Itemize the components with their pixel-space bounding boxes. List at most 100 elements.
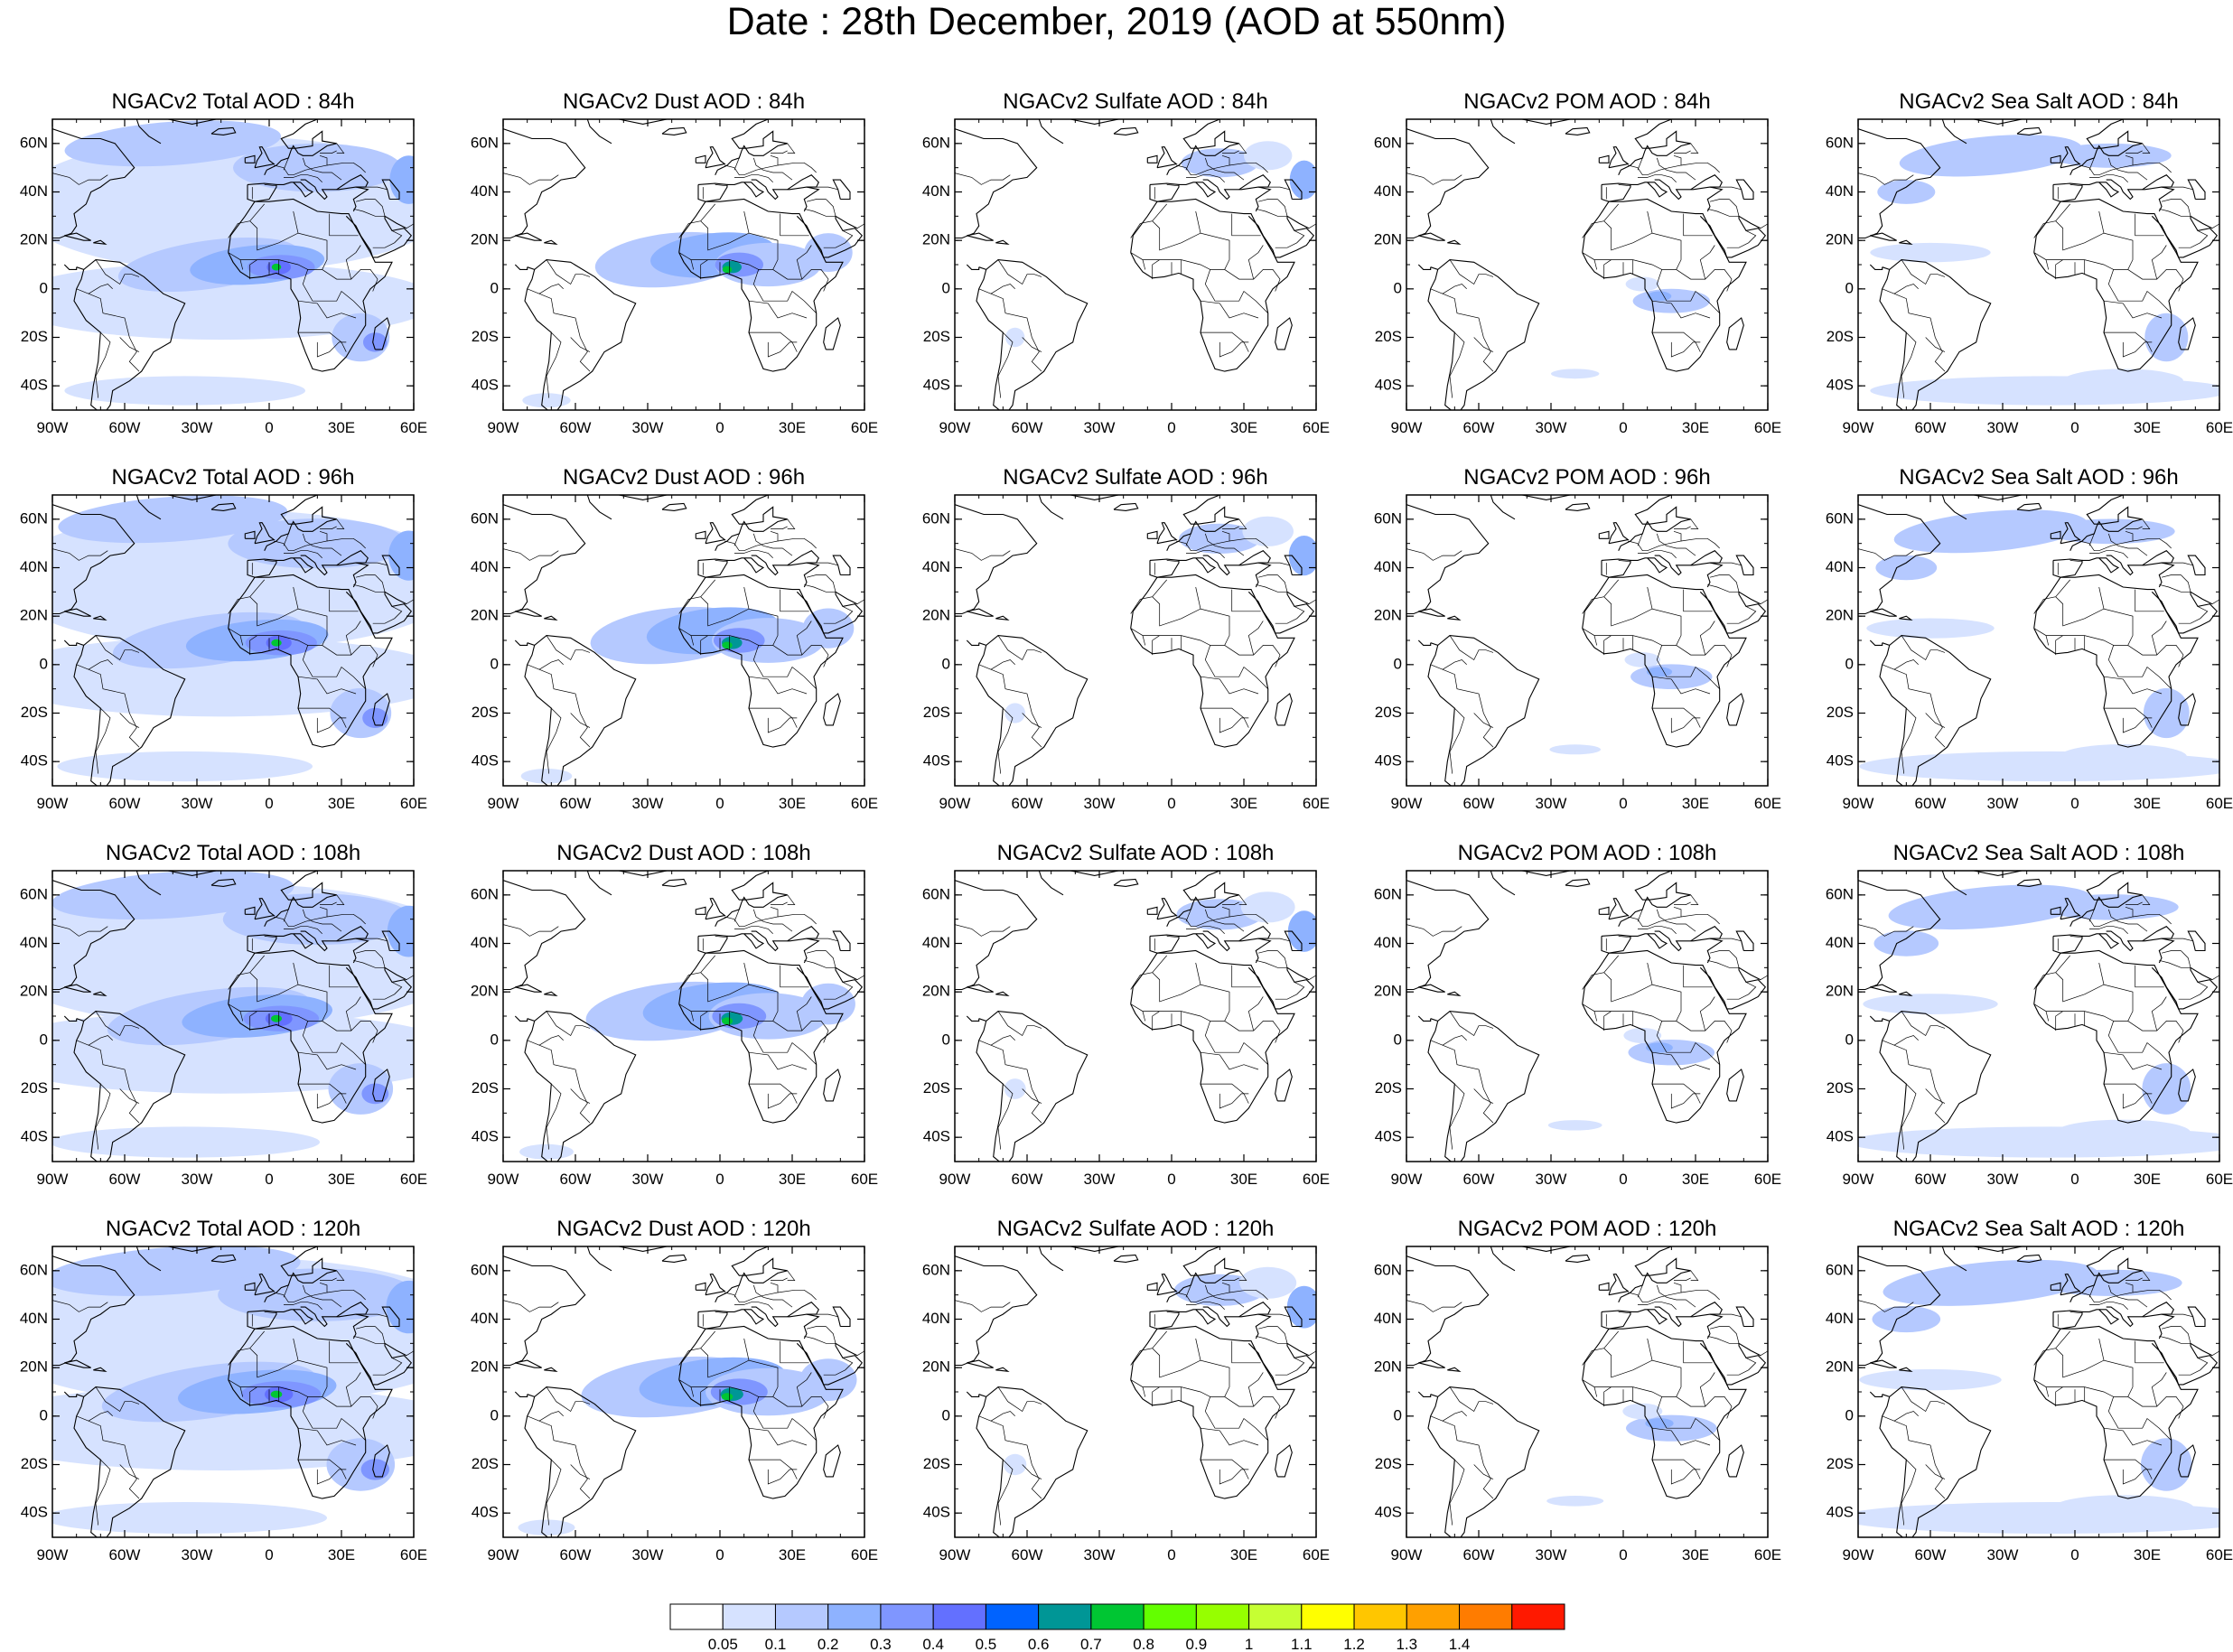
country-border bbox=[2171, 938, 2193, 942]
country-border bbox=[1204, 1284, 1245, 1308]
country-border bbox=[1690, 143, 1699, 154]
country-border bbox=[997, 1011, 1042, 1037]
country-border bbox=[2122, 1093, 2153, 1109]
coastline bbox=[1038, 119, 1064, 145]
lat-tick-label: 20S bbox=[1827, 1455, 1854, 1472]
country-border bbox=[1647, 586, 1653, 610]
country-border bbox=[1699, 621, 1715, 656]
aod-plume bbox=[1646, 667, 1673, 677]
country-border bbox=[2033, 579, 2070, 614]
coastline bbox=[1565, 126, 1591, 135]
lat-tick-label: 40N bbox=[20, 558, 48, 575]
country-border bbox=[715, 184, 728, 187]
coastline bbox=[705, 898, 726, 920]
country-border bbox=[1166, 936, 1180, 938]
country-border bbox=[274, 154, 328, 176]
panel-title: NGACv2 Total AOD : 96h bbox=[111, 465, 354, 490]
country-border bbox=[297, 1427, 357, 1446]
coastline bbox=[787, 550, 819, 566]
coastline bbox=[2106, 930, 2175, 964]
country-border bbox=[320, 1277, 337, 1281]
lon-tick-label: 30E bbox=[328, 1171, 355, 1188]
aod-plume bbox=[1899, 135, 2082, 177]
coastline bbox=[544, 1367, 558, 1372]
country-border bbox=[503, 1300, 559, 1312]
coastline bbox=[345, 1342, 413, 1386]
country-border bbox=[1676, 269, 1733, 292]
coastline bbox=[796, 215, 864, 258]
coastline bbox=[715, 495, 788, 551]
coastline bbox=[514, 1391, 528, 1397]
country-border bbox=[119, 1464, 140, 1479]
lon-tick-label: 60W bbox=[109, 419, 141, 436]
country-border bbox=[1670, 1093, 1701, 1109]
aod-plume bbox=[1004, 1453, 1027, 1476]
coastline bbox=[210, 1254, 237, 1263]
country-border bbox=[1166, 184, 1180, 187]
country-border bbox=[302, 1396, 366, 1441]
lat-tick-label: 20S bbox=[923, 1455, 950, 1472]
country-border bbox=[546, 331, 562, 398]
country-border bbox=[95, 1459, 111, 1526]
country-border bbox=[302, 1284, 342, 1308]
country-border bbox=[777, 537, 817, 549]
panel-title: NGACv2 Sulfate AOD : 96h bbox=[1003, 465, 1267, 490]
country-border bbox=[119, 713, 140, 728]
country-border bbox=[95, 1083, 111, 1150]
country-border bbox=[1637, 157, 1643, 171]
lat-tick-label: 20N bbox=[1374, 607, 1402, 624]
country-border bbox=[228, 203, 265, 238]
country-border bbox=[52, 173, 108, 185]
lat-tick-label: 20S bbox=[1375, 704, 1402, 721]
coastline bbox=[1601, 1310, 1631, 1330]
country-border bbox=[1680, 1289, 1720, 1301]
country-border bbox=[2033, 955, 2070, 990]
country-border bbox=[1618, 184, 1631, 187]
country-border bbox=[816, 186, 838, 191]
lon-tick-label: 90W bbox=[1391, 795, 1423, 812]
lat-tick-label: 40N bbox=[20, 182, 48, 200]
coastline bbox=[1598, 154, 1610, 163]
country-border bbox=[1719, 938, 1742, 942]
lon-tick-label: 30E bbox=[328, 1546, 355, 1563]
country-border bbox=[678, 579, 715, 614]
lat-tick-label: 0 bbox=[942, 655, 950, 672]
coastline bbox=[1417, 639, 1432, 646]
lat-tick-label: 0 bbox=[491, 655, 499, 672]
coastline bbox=[1038, 495, 1064, 520]
colorbar-label: 1.4 bbox=[1449, 1636, 1471, 1652]
coastline bbox=[1699, 215, 1767, 258]
coastline bbox=[254, 146, 276, 169]
country-border bbox=[2122, 717, 2153, 733]
country-border bbox=[1204, 1021, 1268, 1065]
country-border bbox=[1618, 1311, 1631, 1314]
country-border bbox=[2107, 909, 2148, 932]
coastline bbox=[1166, 1246, 1239, 1302]
country-border bbox=[733, 533, 740, 546]
lat-tick-label: 60N bbox=[922, 134, 950, 151]
coastline bbox=[1418, 608, 1445, 617]
country-border bbox=[1204, 269, 1268, 313]
coastline bbox=[2142, 174, 2174, 191]
country-border bbox=[690, 635, 695, 646]
country-border bbox=[1674, 150, 1691, 154]
country-border bbox=[1222, 901, 1239, 905]
country-border bbox=[678, 1348, 779, 1397]
coastline bbox=[264, 1246, 337, 1302]
country-border bbox=[2045, 1011, 2050, 1022]
country-border bbox=[406, 975, 414, 980]
aod-plume bbox=[228, 518, 407, 569]
aod-plume bbox=[388, 530, 414, 581]
coastline bbox=[503, 504, 586, 615]
coastline bbox=[1654, 179, 1724, 212]
coastline bbox=[1238, 926, 1271, 942]
country-border bbox=[2132, 1289, 2172, 1301]
coastline bbox=[705, 522, 726, 545]
coastline bbox=[515, 608, 542, 617]
lon-tick-label: 60E bbox=[2206, 1546, 2233, 1563]
country-border bbox=[2107, 1284, 2148, 1308]
coastline bbox=[1899, 991, 1913, 996]
coastline bbox=[976, 1386, 1088, 1537]
coastline bbox=[276, 1309, 314, 1325]
coastline bbox=[93, 1367, 107, 1372]
